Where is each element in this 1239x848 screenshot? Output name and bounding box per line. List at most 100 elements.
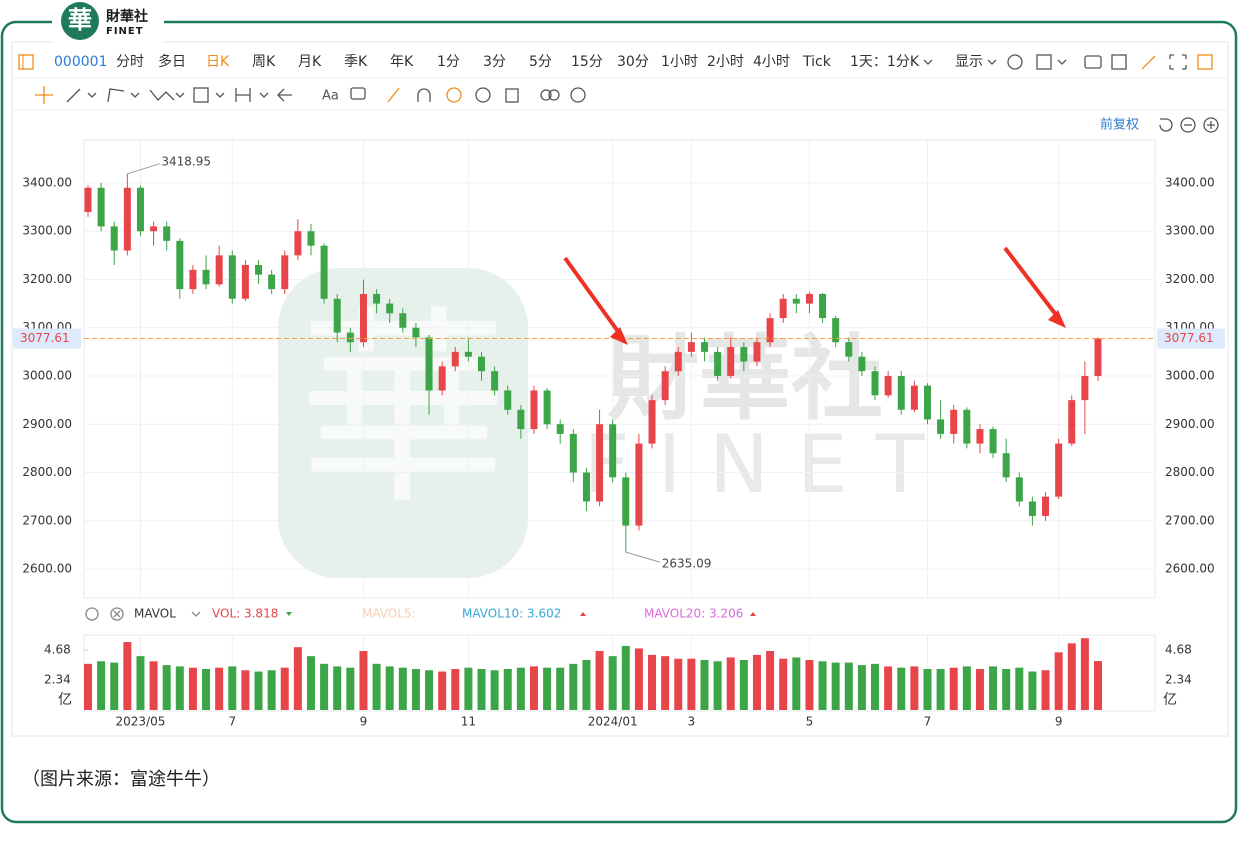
toolbar-item[interactable]: 3分: [483, 54, 506, 70]
toolbar-item[interactable]: 30分: [617, 54, 649, 70]
arrow-tool[interactable]: [277, 88, 292, 102]
toolbar-item[interactable]: 1小时: [661, 54, 698, 70]
candle-body: [97, 187, 105, 227]
candle-body: [950, 409, 958, 434]
candle-body: [556, 424, 564, 434]
volume-bar: [936, 668, 945, 710]
fullscreen-icon[interactable]: [1169, 54, 1187, 70]
volume-bar: [438, 671, 447, 710]
line-tool[interactable]: [66, 88, 81, 103]
text-tool[interactable]: Aa: [322, 89, 339, 104]
toolbar-item[interactable]: 000001: [54, 54, 107, 70]
note-tool[interactable]: [350, 87, 366, 100]
toolbar-item[interactable]: 季K: [344, 54, 368, 70]
y-tick-label: 3000.00: [22, 368, 72, 382]
wave-tool[interactable]: [149, 89, 175, 101]
channel-tool[interactable]: [107, 88, 125, 103]
volume-bar: [779, 658, 788, 710]
measure-tool[interactable]: [193, 87, 209, 103]
chevron: [130, 92, 140, 98]
indicator-settings[interactable]: [85, 607, 99, 621]
settings-icon[interactable]: [1007, 54, 1023, 70]
indicator-close[interactable]: [110, 607, 124, 621]
toolbar-item[interactable]: Tick: [802, 54, 832, 70]
x-tick-label: 2024/01: [588, 715, 638, 729]
volume-bar: [792, 657, 801, 710]
volume-bar: [451, 668, 460, 710]
volume-bar: [359, 651, 368, 710]
panel-toggle[interactable]: [18, 54, 34, 70]
volume-bar: [661, 656, 670, 710]
panel-toggle-right[interactable]: [1197, 54, 1213, 70]
toolbar-item[interactable]: 1天：1分K: [850, 54, 920, 70]
hide-tool[interactable]: [475, 87, 491, 103]
candle-body: [438, 366, 446, 391]
candle-body: [110, 226, 118, 251]
icon-part: [1207, 121, 1215, 129]
toolbar-item[interactable]: 2小时: [707, 54, 744, 70]
volume-bar: [136, 656, 145, 710]
candle-body: [294, 231, 302, 256]
edit-icon[interactable]: [1111, 54, 1127, 70]
draw-settings[interactable]: [570, 87, 586, 103]
logo-mark: 華: [68, 6, 92, 34]
volume-bar: [1041, 670, 1050, 710]
x-tick-label: 5: [806, 715, 814, 729]
camera-icon[interactable]: [1084, 55, 1102, 69]
volume-legend: MAVOL5:: [362, 607, 416, 621]
toolbar-item[interactable]: 4小时: [753, 54, 790, 70]
volume-bar: [857, 665, 866, 710]
toolbar-item[interactable]: 1分: [437, 54, 460, 70]
zoom-in[interactable]: [1203, 117, 1219, 133]
toolbar-item[interactable]: 分时: [116, 54, 144, 70]
brush-tool[interactable]: [387, 87, 400, 103]
indicator-name[interactable]: MAVOL: [134, 607, 176, 621]
candle-body: [84, 187, 92, 212]
volume-bar: [700, 660, 709, 710]
trend-arrow: [580, 612, 586, 616]
pointer-arrow: [1003, 246, 1062, 322]
candle-body: [163, 226, 171, 241]
volume-bar: [372, 663, 381, 710]
candle-body: [963, 409, 971, 444]
toolbar-item[interactable]: 15分: [571, 54, 603, 70]
toolbar-item[interactable]: 周K: [252, 54, 276, 70]
adjust-mode[interactable]: 前复权: [1100, 117, 1139, 133]
candle-body: [346, 332, 354, 343]
delete-tool[interactable]: [505, 88, 519, 103]
range-tool[interactable]: [235, 88, 251, 102]
volume-bar: [871, 663, 880, 710]
volume-bar: [569, 663, 578, 710]
zoom-out[interactable]: [1180, 117, 1196, 133]
toolbar-item[interactable]: 多日: [158, 53, 186, 70]
move-tool[interactable]: [35, 86, 53, 104]
candle-body: [320, 245, 328, 299]
shape-icon[interactable]: [1036, 54, 1052, 70]
candle-body: [845, 342, 853, 357]
last-price-label: 3077.61: [20, 331, 70, 345]
volume-bar: [333, 666, 342, 710]
toolbar-item[interactable]: 5分: [529, 54, 552, 70]
pointer-arrow-head: [1048, 310, 1066, 328]
undo-icon[interactable]: [1159, 118, 1173, 132]
pen-icon[interactable]: [1141, 55, 1156, 70]
volume-bar: [543, 667, 552, 710]
magnet-tool[interactable]: [417, 88, 431, 102]
toolbar-item[interactable]: 月K: [298, 54, 322, 70]
toolbar-item[interactable]: 年K: [390, 54, 414, 70]
toolbar-item[interactable]: 显示: [955, 54, 983, 70]
lock-tool[interactable]: [446, 87, 462, 103]
volume-bar: [608, 656, 617, 710]
y2-tick-label: 2600.00: [1165, 562, 1215, 576]
candle-body: [189, 269, 197, 290]
volume-bar: [477, 668, 486, 710]
volume-bar: [411, 668, 420, 710]
candle-body: [123, 187, 131, 251]
toolbar-item[interactable]: 日K: [206, 54, 230, 70]
candle-body: [373, 293, 381, 304]
candle-body: [255, 264, 263, 275]
link-tool[interactable]: [540, 89, 552, 101]
volume-bar: [766, 651, 775, 710]
y-tick-label: 3400.00: [22, 175, 72, 189]
candle-body: [569, 433, 577, 473]
